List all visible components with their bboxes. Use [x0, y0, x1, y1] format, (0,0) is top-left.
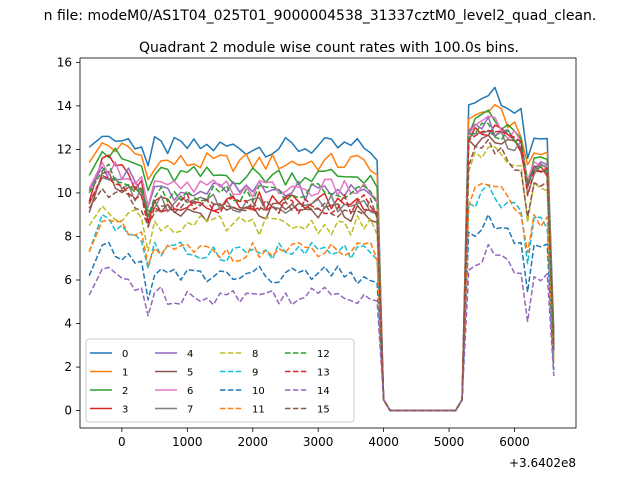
series-line-7	[88, 130, 555, 412]
legend-box	[85, 338, 355, 423]
series-line-12	[88, 122, 555, 412]
series-line-15	[88, 138, 555, 412]
axes-frame	[79, 57, 577, 429]
legend-label-10: 10	[252, 386, 265, 397]
legend-label-11: 11	[252, 405, 265, 416]
legend-label-4: 4	[187, 349, 193, 360]
y-tick-label: 8	[64, 229, 72, 243]
x-tick-label: 5000	[434, 435, 465, 449]
y-tick-label: 0	[64, 404, 72, 418]
x-tick-label: 0	[118, 435, 126, 449]
series-line-13	[88, 129, 555, 412]
legend-label-7: 7	[187, 405, 193, 416]
legend-label-13: 13	[317, 368, 330, 379]
figure-suptitle: n file: modeM0/AS1T04_025T01_9000004538_…	[44, 8, 597, 24]
y-axis: 0 2 4 6 8 10 12 14 16	[57, 55, 80, 418]
x-tick-label: 4000	[368, 435, 399, 449]
y-tick-label: 10	[57, 186, 72, 200]
y-tick-label: 2	[64, 360, 72, 374]
series-line-10	[88, 213, 555, 412]
x-tick-label: 6000	[499, 435, 530, 449]
legend-label-5: 5	[187, 368, 193, 379]
legend-label-12: 12	[317, 349, 330, 360]
y-tick-label: 16	[57, 55, 72, 69]
chart-title: Quadrant 2 module wise count rates with …	[139, 40, 519, 56]
x-tick-label: 3000	[303, 435, 334, 449]
y-tick-label: 12	[57, 142, 72, 156]
x-axis: 0 1000 2000 3000 4000 5000 6000	[118, 428, 530, 449]
legend-label-3: 3	[122, 405, 128, 416]
series-line-5	[88, 134, 555, 412]
y-tick-label: 14	[57, 99, 72, 113]
series-line-8	[88, 146, 555, 412]
legend-label-8: 8	[252, 349, 258, 360]
legend-label-1: 1	[122, 368, 128, 379]
legend-label-15: 15	[317, 405, 330, 416]
legend-label-14: 14	[317, 386, 330, 397]
series-layer	[88, 86, 555, 412]
series-line-14	[88, 243, 555, 412]
plot-area	[79, 57, 577, 429]
legend-label-0: 0	[122, 349, 128, 360]
series-line-1	[88, 103, 555, 412]
series-line-2	[88, 109, 555, 412]
x-tick-label: 2000	[237, 435, 268, 449]
y-tick-label: 6	[64, 273, 72, 287]
legend-label-2: 2	[122, 386, 128, 397]
series-line-6	[88, 115, 555, 412]
legend-label-6: 6	[187, 386, 193, 397]
legend-label-9: 9	[252, 368, 258, 379]
series-line-0	[88, 86, 555, 412]
x-offset-text: +3.6402e8	[509, 456, 576, 470]
y-tick-label: 4	[64, 317, 72, 331]
x-tick-label: 1000	[172, 435, 203, 449]
series-line-11	[88, 182, 555, 412]
